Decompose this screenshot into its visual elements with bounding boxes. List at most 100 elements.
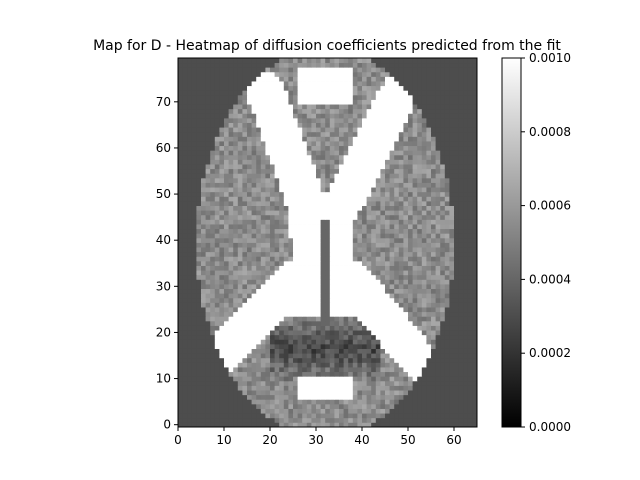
heatmap-cell [417, 339, 423, 345]
heatmap-cell [265, 343, 271, 349]
heatmap-cell [375, 297, 381, 303]
heatmap-cell [279, 224, 285, 230]
heatmap-cell [348, 233, 354, 239]
heatmap-cell [431, 330, 436, 336]
heatmap-cell [178, 141, 183, 147]
heatmap-cell [201, 339, 206, 345]
heatmap-cell [214, 376, 220, 382]
heatmap-cell [182, 320, 188, 326]
heatmap-cell [196, 122, 202, 128]
heatmap-cell [247, 422, 252, 428]
heatmap-cell [256, 380, 262, 386]
heatmap-cell [178, 408, 183, 414]
heatmap-cell [242, 422, 248, 428]
heatmap-cell [283, 182, 289, 188]
heatmap-cell [467, 104, 473, 110]
heatmap-cell [302, 94, 308, 100]
heatmap-cell [302, 394, 308, 400]
heatmap-cell [233, 274, 239, 280]
heatmap-cell [463, 260, 469, 266]
heatmap-cell [329, 173, 335, 179]
heatmap-cell [288, 311, 294, 317]
heatmap-cell [182, 117, 188, 123]
heatmap-cell [178, 376, 183, 382]
heatmap-cell [449, 274, 455, 280]
heatmap-cell [228, 136, 234, 142]
heatmap-cell [214, 136, 220, 142]
heatmap-cell [228, 260, 234, 266]
heatmap-cell [196, 141, 202, 147]
heatmap-cell [311, 150, 317, 156]
heatmap-cell [352, 205, 358, 211]
heatmap-cell [178, 353, 183, 359]
heatmap-cell [306, 177, 312, 183]
heatmap-cell [449, 200, 455, 206]
heatmap-cell [182, 274, 188, 280]
heatmap-cell [251, 353, 257, 359]
heatmap-cell [288, 113, 294, 119]
heatmap-cell [339, 141, 344, 147]
heatmap-cell [362, 417, 367, 423]
heatmap-cell [348, 196, 354, 202]
heatmap-cell [385, 113, 390, 119]
heatmap-cell [334, 270, 340, 276]
heatmap-cell [329, 390, 335, 396]
heatmap-cell [320, 214, 326, 220]
heatmap-cell [339, 403, 344, 409]
heatmap-cell [329, 256, 335, 262]
heatmap-cell [339, 251, 344, 257]
heatmap-cell [224, 164, 229, 170]
heatmap-cell [210, 302, 216, 308]
heatmap-cell [403, 376, 409, 382]
heatmap-cell [431, 357, 436, 363]
heatmap-cell [270, 113, 275, 119]
heatmap-cell [242, 187, 248, 193]
heatmap-cell [348, 325, 354, 331]
heatmap-cell [449, 390, 455, 396]
heatmap-cell [389, 90, 395, 96]
heatmap-cell [228, 104, 234, 110]
heatmap-cell [463, 288, 469, 294]
heatmap-cell [279, 330, 285, 336]
heatmap-cell [288, 196, 294, 202]
heatmap-cell [357, 228, 363, 234]
heatmap-cell [366, 228, 372, 234]
heatmap-cell [444, 307, 450, 313]
heatmap-cell [426, 145, 432, 151]
heatmap-cell [444, 284, 450, 290]
heatmap-cell [316, 311, 321, 317]
heatmap-cell [426, 127, 432, 133]
heatmap-cell [182, 302, 188, 308]
heatmap-cell [403, 94, 409, 100]
heatmap-cell [472, 182, 478, 188]
heatmap-cell [472, 417, 478, 423]
heatmap-cell [274, 274, 280, 280]
heatmap-cell [444, 380, 450, 386]
heatmap-cell [214, 399, 220, 405]
heatmap-cell [260, 274, 266, 280]
heatmap-cell [279, 108, 285, 114]
heatmap-cell [334, 251, 340, 257]
heatmap-cell [214, 316, 220, 322]
heatmap-cell [311, 284, 317, 290]
heatmap-cell [352, 339, 358, 345]
heatmap-cell [408, 371, 413, 377]
heatmap-cell [201, 122, 206, 128]
heatmap-cell [205, 376, 211, 382]
heatmap-cell [440, 173, 446, 179]
heatmap-cell [431, 196, 436, 202]
heatmap-cell [210, 274, 216, 280]
heatmap-cell [182, 76, 188, 82]
heatmap-cell [426, 251, 432, 257]
heatmap-cell [343, 210, 349, 216]
heatmap-cell [412, 94, 418, 100]
heatmap-cell [260, 122, 266, 128]
heatmap-cell [417, 210, 423, 216]
heatmap-cell [403, 187, 409, 193]
heatmap-cell [329, 90, 335, 96]
heatmap-cell [398, 284, 404, 290]
heatmap-cell [242, 357, 248, 363]
heatmap-cell [306, 182, 312, 188]
heatmap-cell [178, 154, 183, 160]
heatmap-cell [247, 320, 252, 326]
